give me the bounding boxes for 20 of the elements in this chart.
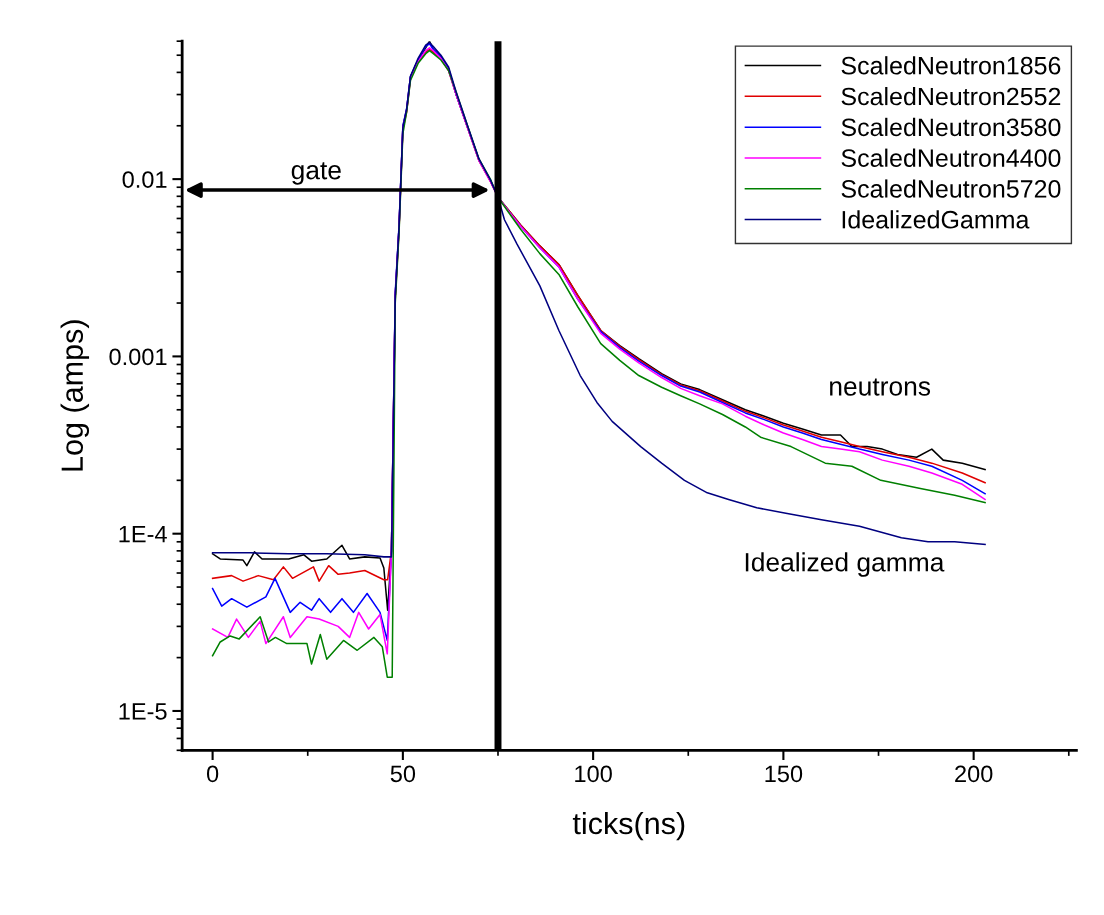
annotation: gate (291, 162, 341, 185)
y-tick-label: 1E-4 (119, 526, 167, 543)
y-tick-label: 1E-5 (119, 703, 167, 720)
annotation: Idealized gamma (745, 552, 945, 577)
y-tick-label: 0.001 (109, 348, 167, 366)
x-tick-label: 150 (765, 765, 803, 783)
legend-label: ScaledNeutron5720 (841, 179, 1061, 198)
x-tick-label: 0 (206, 765, 219, 783)
x-tick-label: 50 (390, 765, 416, 783)
legend-label: ScaledNeutron3580 (841, 117, 1061, 137)
y-tick-label: 0.01 (122, 171, 167, 188)
legend-label: ScaledNeutron4400 (841, 148, 1061, 167)
legend-label: ScaledNeutron2552 (841, 86, 1061, 106)
legend-label: ScaledNeutron1856 (841, 56, 1061, 75)
x-tick-label: 100 (575, 765, 612, 783)
annotation: neutrons (830, 378, 931, 396)
y-axis-title: Log (amps) (60, 320, 90, 471)
x-axis-title: ticks(ns) (572, 811, 685, 841)
x-tick-label: 200 (955, 765, 993, 783)
legend-label: IdealizedGamma (842, 210, 1030, 229)
